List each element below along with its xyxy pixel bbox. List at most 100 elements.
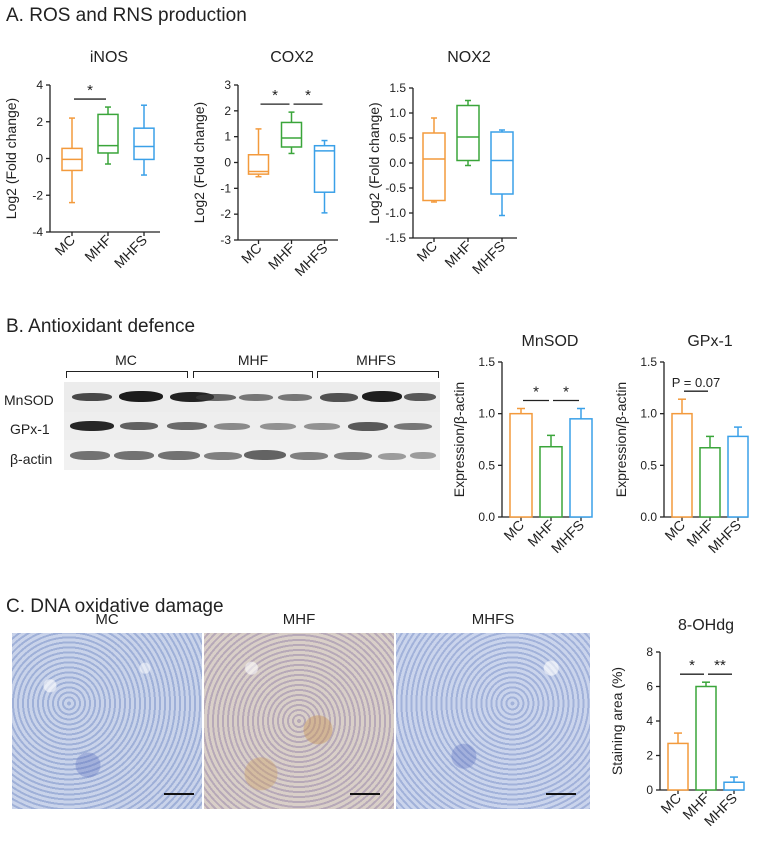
x-tick-label: MC — [51, 232, 78, 259]
y-tick-label: 4 — [646, 714, 653, 728]
blot-band — [239, 394, 273, 401]
scale-bar — [546, 793, 576, 795]
y-axis-label: Log2 (Fold change) — [191, 102, 207, 223]
blot-band — [120, 422, 158, 430]
y-tick-label: 0.5 — [640, 458, 657, 472]
blot-band — [196, 394, 236, 401]
x-tick-label: MC — [238, 240, 265, 267]
blot-band — [394, 423, 432, 430]
y-axis-label: Staining area (%) — [609, 667, 625, 775]
y-axis-label: Expression/β-actin — [613, 382, 629, 497]
x-tick-label: MC — [500, 517, 527, 544]
blot-band — [348, 422, 388, 431]
y-tick-label: -1.0 — [385, 206, 406, 220]
blot-group-label-mhf: MHF — [237, 352, 269, 368]
x-tick-label: MHFS — [469, 238, 508, 277]
y-tick-label: 0 — [646, 783, 653, 797]
y-tick-label: -1 — [220, 181, 231, 195]
y-tick-label: -2 — [220, 207, 231, 221]
micrograph-label-mhf: MHF — [282, 611, 316, 628]
significance-label: * — [87, 82, 93, 99]
blot-band — [290, 452, 328, 460]
y-tick-label: 1.0 — [389, 106, 406, 120]
box-iqr — [97, 113, 119, 154]
section-a-title: A. ROS and RNS production — [6, 5, 247, 26]
y-axis-label: Expression/β-actin — [451, 382, 467, 497]
y-tick-label: 1.0 — [640, 407, 657, 421]
x-tick-label: MHFS — [548, 517, 587, 556]
y-tick-label: 0.5 — [478, 458, 495, 472]
section-b-title: B. Antioxidant defence — [6, 316, 196, 337]
box-iqr — [422, 132, 446, 202]
significance-label: * — [689, 657, 695, 674]
nox2-box-chart: NOX2 Log2 (Fold change)-1.5 -1.0 -0.5 0.0 0.5… — [366, 49, 517, 277]
x-tick-label: MHF — [81, 232, 114, 265]
significance-label: * — [563, 384, 569, 401]
blot-band — [320, 393, 358, 402]
y-tick-label: 0.0 — [478, 510, 495, 524]
x-tick-label: MC — [413, 238, 440, 265]
bar — [699, 447, 721, 518]
blot-band — [362, 391, 402, 402]
y-tick-label: 6 — [646, 680, 653, 694]
y-tick-label: 0.0 — [640, 510, 657, 524]
blot-bracket-mhf — [193, 371, 313, 378]
blot-band — [410, 452, 436, 459]
bar — [509, 412, 533, 518]
bar — [671, 412, 693, 518]
significance-label: * — [272, 87, 278, 104]
blot-band — [114, 451, 154, 460]
blot-band — [278, 394, 312, 401]
blot-band — [70, 451, 110, 460]
blot-band — [378, 453, 406, 460]
blot-group-label-mhfs: MHFS — [356, 352, 396, 368]
box-iqr — [456, 104, 480, 162]
chart-title: iNOS — [90, 49, 128, 66]
y-tick-label: 2 — [224, 104, 231, 118]
blot-band — [167, 422, 207, 430]
significance-label: * — [305, 87, 311, 104]
gpx1-bar-chart: GPx-1Expression/β-actin0.00.51.01.5MCMHF… — [613, 333, 749, 556]
mnsod-bar-chart: MnSOD Expression/β-actin 0.0 0.5 1.0 1.5 MC MHF… — [451, 333, 593, 556]
micrograph-label-mc: MC — [95, 611, 119, 628]
y-axis-label: Log2 (Fold change) — [3, 98, 19, 219]
scale-bar — [350, 793, 380, 795]
y-tick-label: 1.5 — [478, 355, 495, 369]
blot-band — [244, 450, 286, 460]
blot-band — [72, 393, 112, 401]
blot-strip-mnsod — [64, 382, 440, 412]
y-tick-label: 3 — [224, 78, 231, 92]
y-tick-label: 0.5 — [389, 131, 406, 145]
micrograph-label-mhfs: MHFS — [471, 611, 515, 628]
y-tick-label: 1.0 — [478, 407, 495, 421]
y-tick-label: 0 — [224, 156, 231, 170]
blot-bracket-mc — [66, 371, 188, 378]
chart-title: MnSOD — [522, 333, 579, 350]
x-tick-label: MHFS — [111, 232, 150, 271]
micrograph-mc — [12, 633, 202, 809]
y-tick-label: 2 — [646, 749, 653, 763]
micrograph-mhfs — [396, 633, 590, 809]
bar — [539, 445, 563, 518]
y-tick-label: -0.5 — [385, 181, 406, 195]
bar — [727, 435, 749, 518]
section-c-title: C. DNA oxidative damage — [6, 596, 224, 617]
scale-bar — [164, 793, 194, 795]
bar — [569, 418, 593, 518]
blot-band — [70, 421, 114, 431]
chart-title: NOX2 — [447, 49, 491, 66]
blot-row-label-mnsod: MnSOD — [4, 392, 54, 408]
y-tick-label: 8 — [646, 645, 653, 659]
blot-row-label-gpx1: GPx-1 — [10, 421, 50, 437]
blot-band — [214, 423, 250, 430]
bar — [695, 685, 717, 791]
blot-image — [64, 382, 440, 470]
y-tick-label: 0 — [36, 152, 43, 166]
bar — [723, 781, 745, 791]
blot-band — [334, 452, 372, 460]
significance-label: P = 0.07 — [672, 375, 721, 390]
y-tick-label: -3 — [220, 233, 231, 247]
blot-band — [158, 451, 200, 460]
